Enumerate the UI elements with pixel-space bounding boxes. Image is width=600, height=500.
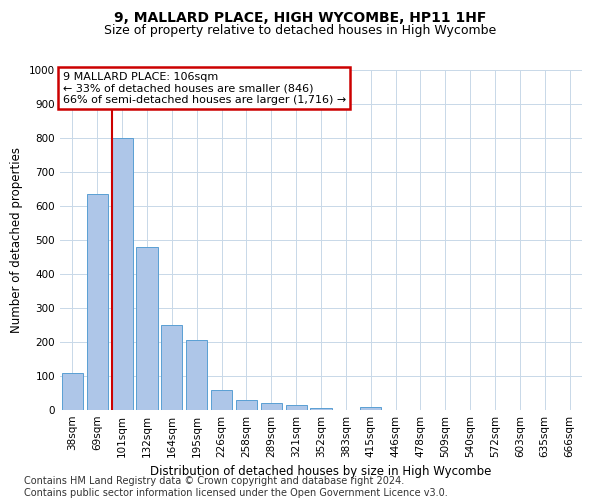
Text: Contains HM Land Registry data © Crown copyright and database right 2024.
Contai: Contains HM Land Registry data © Crown c…	[24, 476, 448, 498]
Bar	[310, 408, 332, 410]
Text: Size of property relative to detached houses in High Wycombe: Size of property relative to detached ho…	[104, 24, 496, 37]
Bar	[211, 390, 232, 410]
Bar	[112, 138, 133, 410]
Text: 9 MALLARD PLACE: 106sqm
← 33% of detached houses are smaller (846)
66% of semi-d: 9 MALLARD PLACE: 106sqm ← 33% of detache…	[62, 72, 346, 105]
Bar	[236, 400, 257, 410]
Bar	[360, 406, 381, 410]
Bar	[161, 325, 182, 410]
Bar	[87, 194, 108, 410]
X-axis label: Distribution of detached houses by size in High Wycombe: Distribution of detached houses by size …	[151, 466, 491, 478]
Text: 9, MALLARD PLACE, HIGH WYCOMBE, HP11 1HF: 9, MALLARD PLACE, HIGH WYCOMBE, HP11 1HF	[114, 12, 486, 26]
Y-axis label: Number of detached properties: Number of detached properties	[10, 147, 23, 333]
Bar	[286, 405, 307, 410]
Bar	[62, 372, 83, 410]
Bar	[186, 340, 207, 410]
Bar	[261, 402, 282, 410]
Bar	[136, 247, 158, 410]
